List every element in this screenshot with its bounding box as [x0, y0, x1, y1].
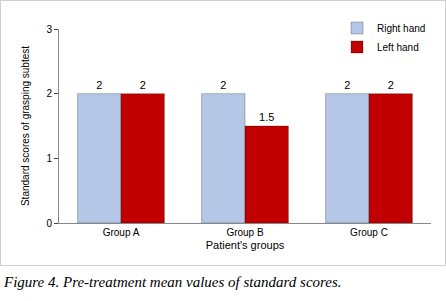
svg-text:1: 1: [46, 153, 52, 164]
svg-text:Group B: Group B: [226, 227, 264, 238]
svg-text:2: 2: [46, 88, 52, 99]
svg-text:Right hand: Right hand: [377, 23, 425, 34]
svg-text:Standard scores of grasping su: Standard scores of grasping subtest: [20, 46, 31, 206]
svg-text:2: 2: [96, 79, 102, 91]
svg-text:1.5: 1.5: [259, 111, 274, 123]
svg-text:Left hand: Left hand: [377, 42, 419, 53]
svg-text:0: 0: [46, 218, 52, 229]
html-text:Figure 4. Pre-treatment mean v: Figure 4. Pre-treatment mean values of s…: [4, 274, 342, 290]
svg-text:Patient's groups: Patient's groups: [206, 239, 285, 251]
svg-text:2: 2: [220, 79, 226, 91]
svg-text:2: 2: [344, 79, 350, 91]
svg-text:2: 2: [388, 79, 394, 91]
svg-text:Group A: Group A: [103, 227, 140, 238]
svg-text:3: 3: [46, 24, 52, 35]
svg-text:2: 2: [140, 79, 146, 91]
svg-text:Group C: Group C: [350, 227, 388, 238]
